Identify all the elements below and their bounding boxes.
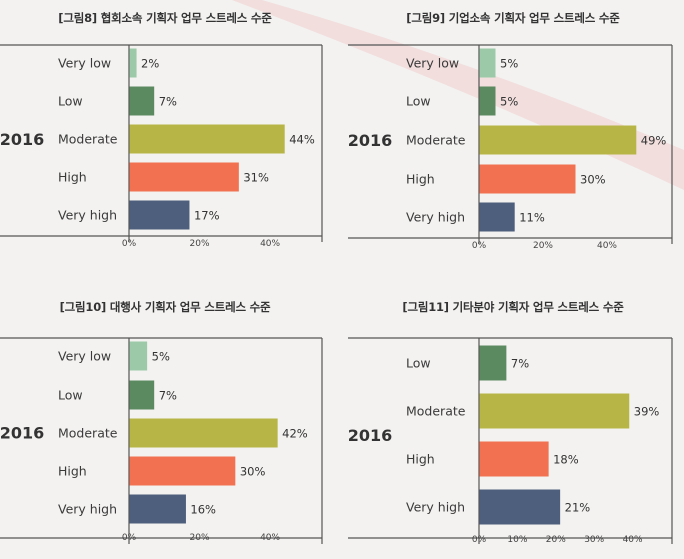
category-label: High <box>58 170 87 185</box>
value-label: 11% <box>519 211 545 225</box>
bar <box>479 86 496 116</box>
category-label: Moderate <box>58 426 118 441</box>
bar <box>129 456 236 486</box>
x-tick-label: 0% <box>122 239 137 249</box>
category-label: High <box>406 452 435 467</box>
value-label: 7% <box>159 95 177 109</box>
bar <box>479 202 515 232</box>
category-label: Low <box>58 94 83 109</box>
category-label: Very low <box>58 56 111 71</box>
value-label: 2% <box>141 57 159 71</box>
chart-panel-11: [그림11] 기타분야 기획자 업무 스트레스 수준 <box>342 294 684 554</box>
category-label: Moderate <box>406 133 466 148</box>
category-label: Low <box>406 356 431 371</box>
category-label: Very high <box>58 208 117 223</box>
x-tick-label: 40% <box>260 533 280 543</box>
value-label: 16% <box>190 503 216 517</box>
chart-title: [그림10] 대행사 기획자 업무 스트레스 수준 <box>59 300 271 314</box>
year-label: 2016 <box>348 426 393 445</box>
bar <box>479 164 576 194</box>
year-label: 2016 <box>348 131 393 150</box>
x-tick-label: 20% <box>533 241 553 251</box>
x-tick-label: 0% <box>472 241 487 251</box>
value-label: 5% <box>152 350 170 364</box>
bar <box>129 380 155 410</box>
value-label: 5% <box>500 95 518 109</box>
year-label: 2016 <box>0 424 44 443</box>
value-label: 7% <box>511 357 529 371</box>
category-label: Low <box>58 388 83 403</box>
bar <box>129 162 239 192</box>
chart-title: [그림11] 기타분야 기획자 업무 스트레스 수준 <box>402 300 624 314</box>
value-label: 44% <box>289 133 315 147</box>
bar <box>479 393 630 429</box>
x-tick-label: 40% <box>597 241 617 251</box>
category-label: High <box>406 172 435 187</box>
bar <box>129 86 155 116</box>
year-label: 2016 <box>0 130 44 149</box>
value-label: 42% <box>282 427 308 441</box>
value-label: 7% <box>159 389 177 403</box>
bar <box>129 341 148 371</box>
value-label: 30% <box>240 465 266 479</box>
bar <box>129 418 278 448</box>
category-label: Very high <box>406 210 465 225</box>
x-tick-label: 20% <box>546 535 566 545</box>
x-tick-label: 30% <box>584 535 604 545</box>
bar <box>479 345 507 381</box>
value-label: 21% <box>565 501 591 515</box>
chart-panel-8: [그림8] 협회소속 기획자 업무 스트레스 수준 <box>0 0 330 250</box>
category-label: Very high <box>58 502 117 517</box>
x-tick-label: 20% <box>190 239 210 249</box>
category-label: Very low <box>58 349 111 364</box>
bar <box>479 489 561 525</box>
bar <box>129 200 190 230</box>
value-label: 17% <box>194 209 220 223</box>
category-label: Very low <box>406 56 459 71</box>
value-label: 5% <box>500 57 518 71</box>
x-tick-label: 0% <box>122 533 137 543</box>
category-label: High <box>58 464 87 479</box>
bar <box>479 48 496 78</box>
bar <box>479 441 549 477</box>
x-tick-label: 10% <box>507 535 527 545</box>
chart-panel-9: [그림9] 기업소속 기획자 업무 스트레스 수준 <box>342 0 684 250</box>
category-label: Very high <box>406 500 465 515</box>
value-label: 49% <box>641 134 667 148</box>
bar <box>129 494 186 524</box>
x-tick-label: 40% <box>623 535 643 545</box>
x-tick-label: 40% <box>260 239 280 249</box>
category-label: Moderate <box>406 404 466 419</box>
chart-panel-10: [그림10] 대행사 기획자 업무 스트레스 수준 <box>0 294 330 554</box>
bar <box>479 125 637 155</box>
category-label: Moderate <box>58 132 118 147</box>
x-tick-label: 20% <box>190 533 210 543</box>
value-label: 39% <box>634 405 660 419</box>
value-label: 30% <box>580 173 606 187</box>
bar <box>129 124 285 154</box>
category-label: Low <box>406 94 431 109</box>
chart-title: [그림9] 기업소속 기획자 업무 스트레스 수준 <box>406 11 620 25</box>
value-label: 31% <box>243 171 269 185</box>
bar <box>129 48 137 78</box>
x-tick-label: 0% <box>472 535 487 545</box>
value-label: 18% <box>553 453 579 467</box>
chart-title: [그림8] 협회소속 기획자 업무 스트레스 수준 <box>58 11 272 25</box>
